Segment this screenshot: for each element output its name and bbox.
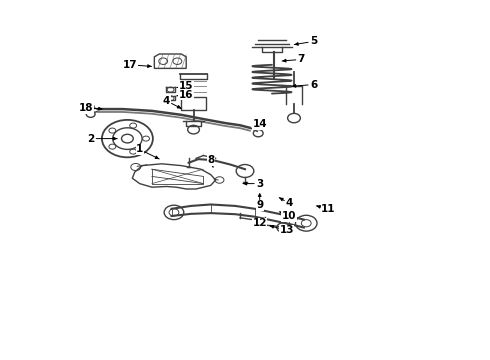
Text: 9: 9 [256, 200, 263, 210]
Text: 11: 11 [321, 204, 336, 214]
Text: 12: 12 [252, 218, 267, 228]
Text: 4: 4 [285, 198, 293, 208]
Text: 13: 13 [279, 225, 294, 235]
Text: 3: 3 [256, 179, 263, 189]
Text: 15: 15 [179, 81, 194, 91]
Text: 10: 10 [282, 211, 296, 221]
Text: 7: 7 [297, 54, 305, 64]
Text: 4: 4 [163, 96, 171, 106]
Text: 14: 14 [252, 119, 267, 129]
Text: 6: 6 [310, 80, 317, 90]
Text: 8: 8 [207, 155, 214, 165]
Text: 2: 2 [87, 134, 94, 144]
Text: 16: 16 [179, 90, 194, 100]
Text: 18: 18 [78, 103, 93, 113]
Text: 1: 1 [136, 144, 143, 154]
Text: 5: 5 [310, 36, 317, 46]
Text: 17: 17 [122, 60, 137, 70]
